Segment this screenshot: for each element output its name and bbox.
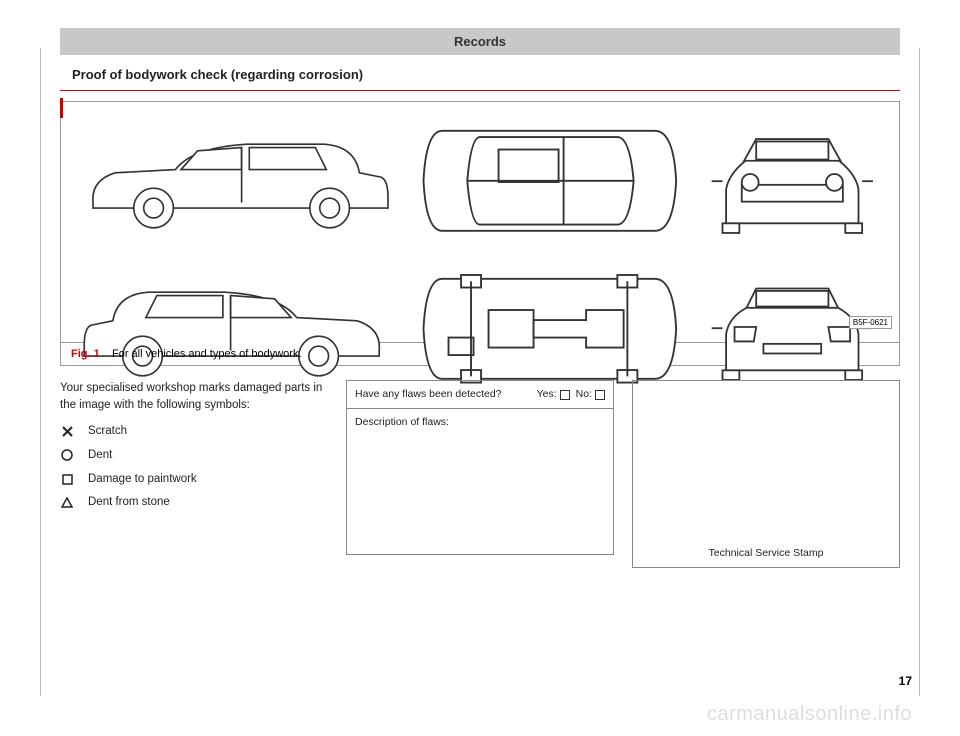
watermark: carmanualsonline.info <box>707 703 912 726</box>
page-number: 17 <box>899 674 912 688</box>
page-frame <box>40 48 920 696</box>
accent-bar <box>60 98 63 118</box>
figure-code: B5F-0621 <box>849 316 892 329</box>
